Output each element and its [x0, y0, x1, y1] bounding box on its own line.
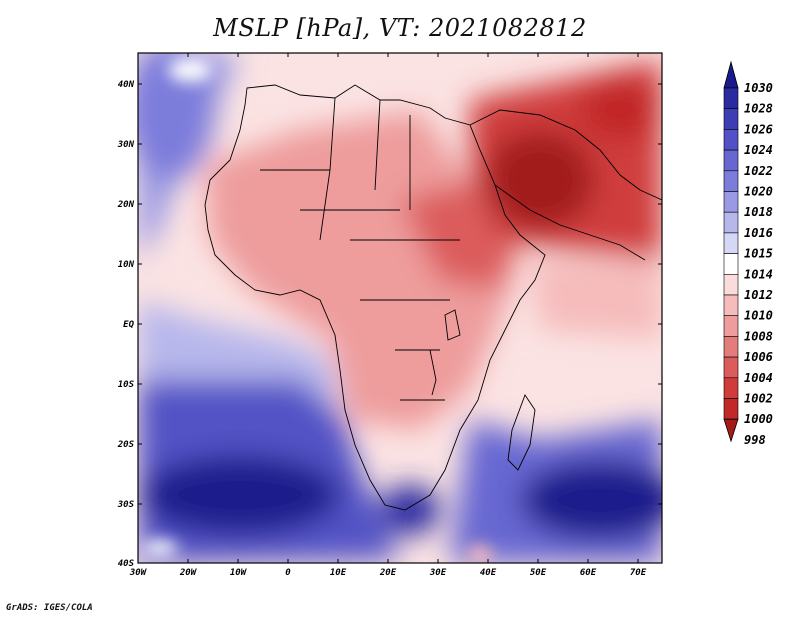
colorbar-label: 1002 — [744, 392, 773, 406]
y-tick-label: 40N — [118, 80, 135, 90]
x-tick-label: 60E — [580, 568, 597, 578]
y-tick-label: 30N — [117, 140, 135, 150]
map-frame — [137, 52, 663, 564]
x-tick-label: 10W — [230, 568, 248, 578]
x-tick-label: 30E — [429, 568, 447, 578]
colorbar-swatch — [723, 377, 739, 399]
y-tick-label: EQ — [123, 320, 134, 330]
y-tick-label: 30S — [117, 500, 135, 510]
colorbar-swatch — [723, 129, 739, 151]
colorbar-swatch — [723, 253, 739, 275]
colorbar: 1030 1028 1026 1024 1022 1020 1018 1016 1015 1014… — [723, 60, 773, 447]
y-tick-label: 40S — [118, 559, 135, 569]
x-tick-label: 70E — [630, 568, 647, 578]
grads-credit: GrADS: IGES/COLA — [6, 603, 93, 613]
colorbar-swatch — [723, 170, 739, 192]
colorbar-label: 1012 — [744, 288, 773, 302]
colorbar-swatch — [723, 356, 739, 379]
x-tick-label: 20W — [179, 568, 198, 578]
colorbar-swatch — [723, 149, 739, 172]
colorbar-label: 1022 — [744, 164, 773, 178]
colorbar-label: 1018 — [744, 205, 773, 219]
colorbar-label: 1015 — [744, 247, 773, 261]
coastlines — [204, 84, 662, 511]
colorbar-label: 1014 — [744, 267, 773, 281]
colorbar-label: 1000 — [744, 412, 773, 426]
colorbar-swatch — [723, 398, 739, 420]
colorbar-label: 998 — [744, 433, 766, 447]
colorbar-label: 1024 — [744, 143, 773, 157]
colorbar-label: 1004 — [744, 371, 773, 385]
colorbar-arrow-bottom — [723, 418, 739, 443]
colorbar-swatch — [723, 336, 739, 358]
x-tick-label: 50E — [530, 568, 547, 578]
y-tick-label: 10N — [118, 260, 135, 270]
x-tick-label: 10E — [330, 568, 347, 578]
x-tick-label: 40E — [480, 568, 497, 578]
colorbar-swatch — [723, 315, 739, 337]
colorbar-label: 1020 — [744, 185, 773, 199]
x-tick-label: 30W — [129, 568, 148, 578]
colorbar-swatch — [723, 87, 739, 110]
colorbar-arrow-top — [723, 60, 739, 89]
colorbar-swatch — [723, 273, 739, 296]
colorbar-swatch — [723, 294, 739, 317]
colorbar-swatch — [723, 191, 739, 213]
colorbar-swatch — [723, 108, 739, 130]
colorbar-label: 1006 — [744, 350, 773, 364]
colorbar-label: 1008 — [744, 329, 773, 343]
colorbar-label: 1010 — [744, 309, 773, 323]
colorbar-label: 1028 — [744, 102, 773, 116]
map-title: MSLP [hPa], VT: 2021082812 — [213, 14, 587, 42]
colorbar-swatch — [723, 232, 739, 254]
axis-ticks: 30W 20W 10W 0 10E 20E 30E 40E 50E 60E 70E 40N 30N 20N… — [117, 53, 662, 578]
y-tick-label: 20S — [117, 440, 135, 450]
x-tick-label: 0 — [285, 568, 291, 578]
colorbar-label: 1026 — [744, 122, 773, 136]
y-tick-label: 20N — [117, 200, 135, 210]
pressure-field — [138, 53, 662, 563]
colorbar-swatch — [723, 211, 739, 234]
colorbar-label: 1030 — [744, 81, 773, 95]
x-tick-label: 20E — [379, 568, 397, 578]
y-tick-label: 10S — [118, 380, 135, 390]
colorbar-label: 1016 — [744, 226, 773, 240]
